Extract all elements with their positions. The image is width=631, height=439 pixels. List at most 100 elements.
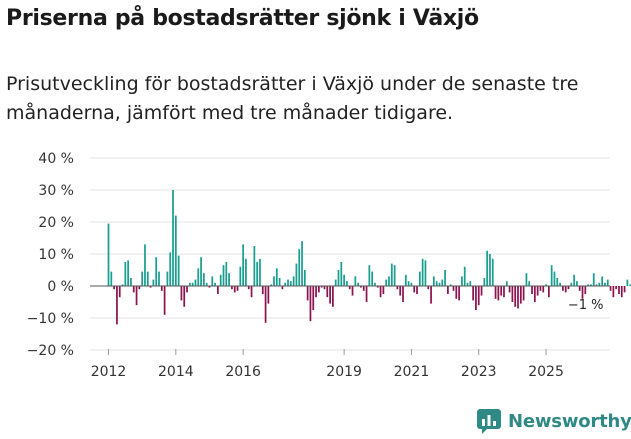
bar xyxy=(376,286,379,288)
bar xyxy=(472,286,474,301)
bar xyxy=(267,286,270,304)
bar xyxy=(385,279,388,286)
bar xyxy=(497,286,500,301)
bar xyxy=(180,286,183,301)
bar xyxy=(539,286,542,291)
bar xyxy=(533,286,536,302)
bar xyxy=(337,270,340,286)
bar xyxy=(576,281,578,286)
bar xyxy=(503,286,505,298)
bar xyxy=(517,286,519,309)
bar xyxy=(598,282,601,286)
bar xyxy=(455,286,458,299)
bar xyxy=(261,286,264,294)
bar xyxy=(547,286,550,298)
bar xyxy=(525,273,528,286)
bar xyxy=(191,282,194,286)
bar xyxy=(211,276,214,286)
bar xyxy=(295,263,298,286)
bar xyxy=(615,286,618,290)
newsworthy-brand: Newsworthy xyxy=(476,408,631,434)
bar xyxy=(519,286,522,304)
bar xyxy=(432,276,435,286)
bar xyxy=(623,286,626,293)
bar xyxy=(340,262,343,286)
bar xyxy=(354,276,357,286)
bar xyxy=(332,286,334,307)
bar xyxy=(132,286,135,293)
bar xyxy=(214,282,216,286)
bar xyxy=(329,286,331,304)
chart-title: Priserna på bostadsrätter sjönk i Växjö xyxy=(6,6,479,31)
bar xyxy=(379,286,382,298)
bar xyxy=(489,254,491,286)
bar xyxy=(475,286,477,310)
bar xyxy=(149,286,152,288)
bar xyxy=(222,265,225,286)
x-tick-label: 2014 xyxy=(158,364,194,380)
x-tick-label: 2023 xyxy=(461,364,497,380)
bar xyxy=(351,286,354,296)
bar xyxy=(144,244,146,286)
bar xyxy=(612,286,615,298)
bar xyxy=(334,279,337,286)
bar xyxy=(567,286,570,290)
bar xyxy=(275,268,278,286)
bar xyxy=(463,266,466,286)
bar xyxy=(581,286,584,299)
gridlines xyxy=(90,157,610,351)
bar xyxy=(480,286,483,296)
bar xyxy=(514,286,517,307)
bar xyxy=(141,271,144,286)
bar xyxy=(194,279,197,286)
bar xyxy=(402,286,404,302)
x-axis: 2012 2014 2016 2019 2021 2023 2025 xyxy=(91,349,564,380)
bar xyxy=(410,282,413,286)
bar xyxy=(486,250,489,286)
bar xyxy=(247,286,250,290)
bar xyxy=(200,257,202,286)
bar xyxy=(374,282,376,286)
bar xyxy=(542,286,545,293)
y-tick-label: 10 % xyxy=(38,247,74,263)
bar xyxy=(253,246,256,286)
bar xyxy=(284,282,287,286)
brand-name: Newsworthy xyxy=(508,410,631,432)
bar xyxy=(287,279,289,286)
bar xyxy=(508,286,511,293)
bar xyxy=(562,286,564,291)
bar xyxy=(348,286,351,290)
bar xyxy=(292,276,295,286)
bar xyxy=(421,258,424,286)
bar xyxy=(278,278,281,286)
bar xyxy=(469,281,472,286)
bar xyxy=(239,266,242,286)
y-tick-label: −10 % xyxy=(27,311,74,327)
bar xyxy=(396,286,399,290)
bar xyxy=(118,286,121,298)
bar xyxy=(365,286,368,302)
bar xyxy=(242,244,245,286)
bar xyxy=(528,281,531,286)
newsworthy-logo-icon xyxy=(477,409,501,434)
bar xyxy=(500,286,503,296)
bar xyxy=(301,241,303,286)
bar xyxy=(362,286,365,291)
bar xyxy=(298,249,301,286)
bar xyxy=(256,262,259,286)
bar xyxy=(483,278,486,286)
bar xyxy=(250,286,253,298)
bar xyxy=(609,286,612,291)
bar xyxy=(368,265,371,286)
bar xyxy=(418,271,421,286)
bar xyxy=(197,268,200,286)
bar xyxy=(461,276,463,286)
x-tick-label: 2019 xyxy=(326,364,362,380)
bar xyxy=(393,265,396,286)
bar xyxy=(259,258,261,286)
bar xyxy=(564,286,567,293)
bar xyxy=(233,286,236,293)
bar xyxy=(116,286,118,325)
bar xyxy=(452,286,455,291)
bar xyxy=(264,286,267,323)
